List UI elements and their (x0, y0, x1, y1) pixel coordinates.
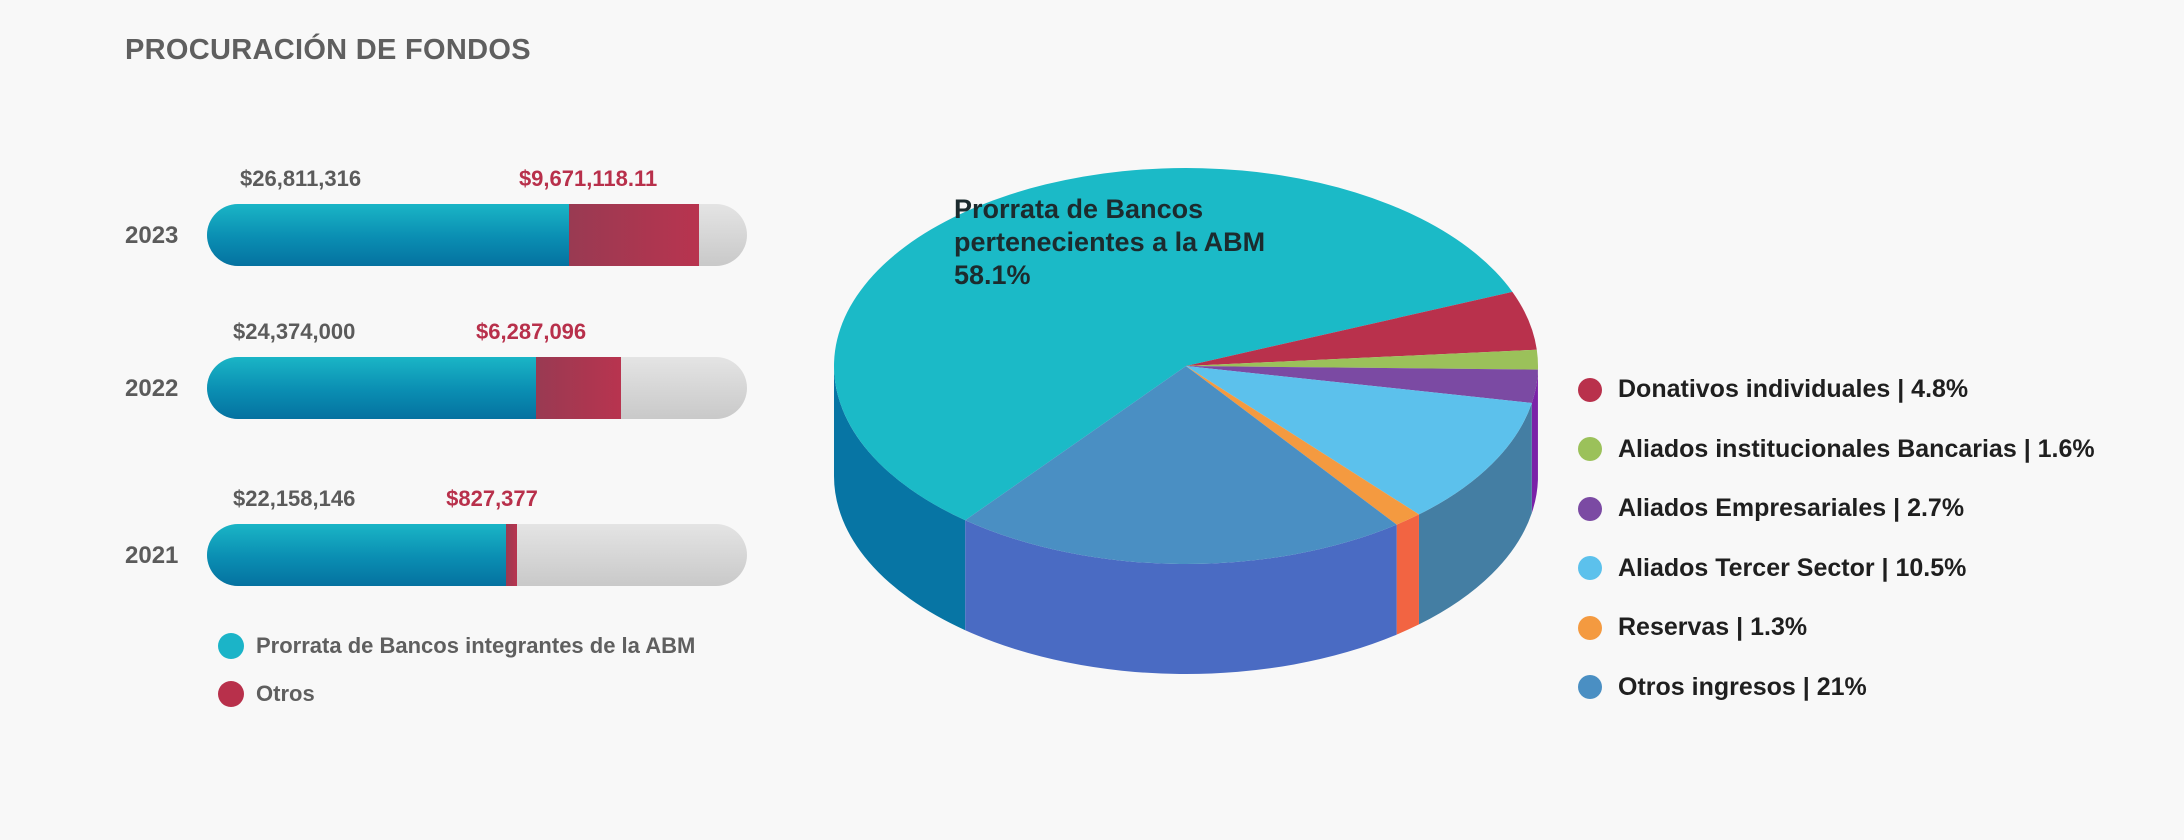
pie-side-0 (834, 366, 966, 631)
pie-slice-3 (1186, 366, 1538, 403)
pie-legend-item: Aliados Tercer Sector | 10.5% (1578, 539, 2095, 599)
pie-legend-item: Otros ingresos | 21% (1578, 658, 2095, 718)
pie-slice-5 (1186, 366, 1419, 525)
bar-legend: Prorrata de Bancos integrantes de la ABM… (218, 622, 695, 718)
pie-legend-swatch (1578, 615, 1602, 640)
pie-slice-2 (1186, 349, 1538, 370)
pie-slice-1 (1186, 291, 1537, 366)
pie-side-6 (965, 520, 1397, 674)
legend-item-prorrata: Prorrata de Bancos integrantes de la ABM (218, 622, 695, 670)
pie-side-3 (1531, 369, 1538, 513)
pie-slice-6 (965, 366, 1397, 564)
bar-segment-otros (506, 524, 518, 586)
bar-segment-prorrata (207, 524, 507, 586)
legend-item-otros: Otros (218, 670, 695, 718)
bar-value-label-prorrata: $22,158,146 (233, 486, 356, 511)
chart-title: PROCURACIÓN DE FONDOS (125, 34, 531, 66)
legend-label-otros: Otros (256, 681, 315, 706)
bar-value-label-otros: $827,377 (446, 486, 538, 511)
bar-category-label: 2022 (125, 375, 179, 402)
pie-legend-item: Reservas | 1.3% (1578, 598, 2095, 658)
bar-category-label: 2023 (125, 222, 179, 249)
pie-side-4 (1418, 402, 1532, 625)
pie-legend-swatch (1578, 437, 1602, 462)
pie-legend-label: Aliados Tercer Sector | 10.5% (1618, 553, 1967, 582)
legend-swatch-otros (218, 681, 244, 707)
pie-annotation-line2: pertenecientes a la ABM (954, 227, 1266, 257)
pie-legend-label: Aliados Empresariales | 2.7% (1618, 494, 1965, 523)
legend-swatch-prorrata (218, 633, 244, 659)
pie-slice-4 (1186, 366, 1532, 515)
pie-legend-label: Aliados institucionales Bancarias | 1.6% (1618, 434, 2095, 463)
bar-segment-otros (568, 204, 700, 266)
bar-value-label-otros: $6,287,096 (476, 319, 587, 344)
pie-legend-swatch (1578, 377, 1602, 402)
bar-row-2021: 2021 $22,158,146 $827,377 (0, 480, 760, 590)
bar-track (207, 524, 747, 586)
pie-legend-swatch (1578, 556, 1602, 581)
bar-value-label-prorrata: $26,811,316 (240, 166, 362, 191)
pie-annotation: Prorrata de Bancos pertenecientes a la A… (954, 193, 1265, 292)
pie-legend-item: Aliados institucionales Bancarias | 1.6% (1578, 420, 2095, 480)
pie-legend-swatch (1578, 675, 1602, 700)
pie-legend: Donativos individuales | 4.8% Aliados ins… (1578, 360, 2095, 717)
legend-label-prorrata: Prorrata de Bancos integrantes de la ABM (256, 633, 696, 658)
pie-legend-swatch (1578, 496, 1602, 521)
pie-annotation-line3: 58.1% (954, 260, 1031, 290)
pie-legend-item: Aliados Empresariales | 2.7% (1578, 479, 2095, 539)
bar-category-label: 2021 (125, 542, 179, 569)
pie-legend-item: Donativos individuales | 4.8% (1578, 360, 2095, 420)
bar-value-label-otros: $9,671,118.11 (518, 166, 658, 191)
bar-value-label-prorrata: $24,374,000 (233, 319, 356, 344)
pie-legend-label: Donativos individuales | 4.8% (1618, 375, 1969, 404)
bar-track (207, 204, 747, 266)
bar-segment-prorrata (207, 204, 569, 266)
pie-legend-label: Reservas | 1.3% (1618, 613, 1808, 642)
pie-side-5 (1396, 514, 1419, 635)
bar-segment-otros (536, 357, 621, 419)
pie-slice-0 (834, 168, 1513, 521)
bar-row-2022: 2022 $24,374,000 $6,287,096 (0, 313, 760, 423)
bar-row-2023: 2023 $26,811,316 $9,671,118.11 (0, 160, 760, 270)
pie-legend-label: Otros ingresos | 21% (1618, 672, 1867, 701)
bar-track (207, 357, 747, 419)
pie-annotation-line1: Prorrata de Bancos (954, 194, 1204, 224)
bar-segment-prorrata (207, 357, 537, 419)
